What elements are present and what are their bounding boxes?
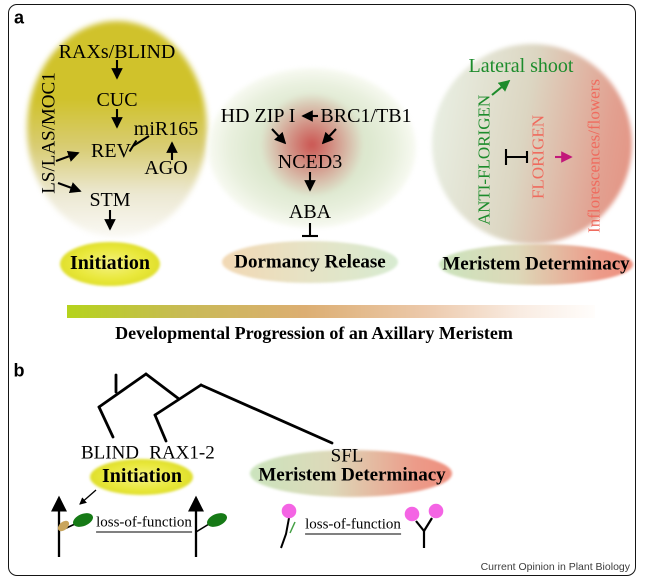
- inhibition-florigen-antiflorigen: [504, 149, 529, 165]
- gene-blind: BLIND: [80, 442, 140, 464]
- wildtype-single-flower-plant: [280, 503, 297, 549]
- clade-determinacy-ellipse: [250, 450, 452, 497]
- journal-name: Current Opinion in Plant Biology: [480, 561, 630, 573]
- phylogenetic-tree: [97, 372, 334, 445]
- loss-of-function-label-determinacy: loss-of-function: [305, 516, 401, 535]
- node-rev: REV: [91, 140, 131, 162]
- wildtype-plant-with-bud: [50, 495, 93, 557]
- initiation-stage-ellipse: [60, 242, 160, 286]
- inhibition-mir165-to-rev: [128, 135, 150, 153]
- node-mir165: miR165: [133, 118, 199, 140]
- inhibition-aba-to-dormancy: [302, 223, 318, 238]
- dormancy-ellipse-background: [208, 68, 416, 228]
- progression-gradient-bar: [67, 305, 595, 318]
- node-lslas-moc1: LS/LAS/MOC1: [38, 72, 60, 194]
- determinacy-circle-background: [432, 44, 632, 244]
- panel-a-label: a: [13, 7, 25, 28]
- node-nced3: NCED3: [277, 151, 343, 173]
- node-aba: ABA: [288, 201, 332, 223]
- initiation-ellipse-background: [27, 21, 207, 237]
- progression-caption: Developmental Progression of an Axillary…: [115, 323, 513, 343]
- arrow-antiflorigen-to-lateral-shoot: [491, 79, 511, 96]
- stage-meristem-determinacy-a: Meristem Determinacy: [442, 253, 630, 275]
- node-ago: AGO: [144, 157, 188, 179]
- arrow-lslas-to-rev: [55, 150, 80, 162]
- node-raxs-blind: RAXs/BLIND: [58, 41, 176, 63]
- dormancy-stage-ellipse: [222, 241, 398, 283]
- loss-of-function-plant-no-bud: [187, 495, 227, 557]
- arrow-brc1-to-nced3: [321, 128, 337, 145]
- label-florigen: FLORIGEN: [528, 114, 548, 200]
- label-inflorescences-flowers: Inflorescences/flowers: [584, 79, 604, 233]
- node-brc1-tb1: BRC1/TB1: [320, 105, 412, 127]
- figure-border: [8, 4, 636, 576]
- gene-rax1-2: RAX1-2: [149, 442, 215, 464]
- stage-dormancy-release: Dormancy Release: [234, 251, 386, 273]
- node-hdzip: HD ZIP I: [220, 105, 296, 127]
- gene-sfl: SFL: [330, 445, 364, 467]
- arrow-initiation-to-plant: [79, 489, 97, 505]
- label-anti-florigen: ANTI-FLORIGEN: [474, 94, 494, 226]
- stage-initiation-a: Initiation: [69, 252, 151, 274]
- arrow-hdzip-to-nced3: [271, 128, 287, 145]
- loss-of-function-label-initiation: loss-of-function: [96, 514, 192, 533]
- clade-initiation-ellipse: [90, 459, 193, 495]
- stage-meristem-determinacy-b: Meristem Determinacy: [258, 464, 446, 486]
- loss-of-function-double-flower-plant: [404, 503, 444, 548]
- arrow-lslas-to-stm: [57, 182, 82, 194]
- stage-initiation-b: Initiation: [101, 465, 183, 487]
- label-lateral-shoot: Lateral shoot: [468, 55, 574, 77]
- node-cuc: CUC: [96, 89, 138, 111]
- determinacy-stage-ellipse: [439, 244, 633, 285]
- node-stm: STM: [89, 189, 131, 211]
- panel-b-label: b: [13, 360, 25, 381]
